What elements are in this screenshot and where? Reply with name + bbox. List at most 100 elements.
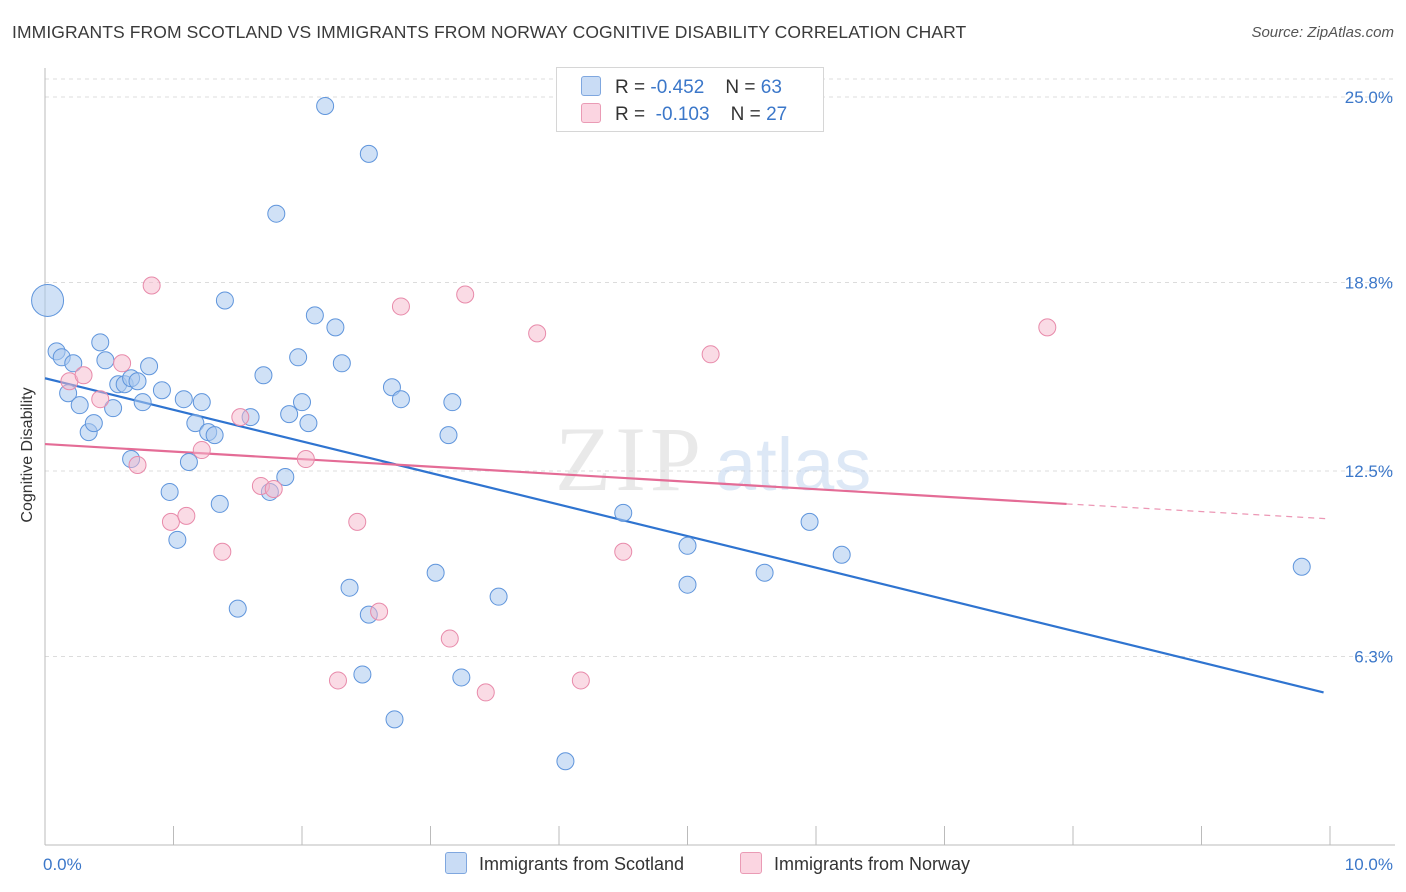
r-value-scotland: -0.452 xyxy=(650,77,705,98)
scotland-point xyxy=(678,575,697,594)
scotland-point xyxy=(293,393,311,412)
scotland-point xyxy=(192,393,211,412)
norway-point xyxy=(348,512,367,531)
scotland-point xyxy=(31,283,65,317)
norway-point xyxy=(74,366,93,385)
scotland-point xyxy=(299,414,318,433)
y-tick-label: 25.0% xyxy=(1345,88,1393,107)
norway-point xyxy=(142,276,161,295)
x-tick-label: 10.0% xyxy=(1345,855,1393,874)
scotland-point xyxy=(489,587,508,606)
scotland-point xyxy=(316,96,335,115)
scotland-legend-label: Immigrants from Scotland xyxy=(479,854,685,874)
norway-point xyxy=(440,629,459,648)
scotland-point xyxy=(128,372,147,391)
y-tick-label: 18.8% xyxy=(1345,274,1393,293)
scotland-point xyxy=(340,578,359,597)
norway-point xyxy=(296,450,315,469)
scotland-point xyxy=(382,378,401,397)
scotland-point xyxy=(186,414,205,433)
r-label: R = xyxy=(615,77,646,98)
scotland-point xyxy=(678,536,697,555)
scotland-point xyxy=(326,318,345,337)
gridlines xyxy=(45,78,1395,658)
norway-point xyxy=(192,441,211,460)
scotland-point xyxy=(439,426,458,445)
norway-point xyxy=(1038,318,1057,337)
scotland-point xyxy=(84,414,103,433)
source-credit: Source: ZipAtlas.com xyxy=(1251,24,1394,41)
correlation-legend: R = -0.452 N = 63 R = -0.103 N = 27 xyxy=(556,67,824,132)
norway-point xyxy=(370,602,389,621)
norway-trend-extension xyxy=(1066,503,1331,520)
scotland-point xyxy=(91,333,110,352)
norway-point xyxy=(264,479,283,498)
norway-point xyxy=(231,408,250,427)
norway-point xyxy=(328,671,347,690)
n-label: N = xyxy=(725,77,756,98)
scotland-point xyxy=(140,357,159,376)
scotland-point xyxy=(305,306,324,325)
scotland-point xyxy=(174,390,193,409)
chart-title: IMMIGRANTS FROM SCOTLAND VS IMMIGRANTS F… xyxy=(12,22,967,42)
scotland-point xyxy=(152,381,171,400)
scotland-point xyxy=(64,354,83,373)
scotland-point xyxy=(160,482,179,501)
n-value-norway: 27 xyxy=(766,104,788,125)
scotland-point xyxy=(70,396,89,415)
scotland-point xyxy=(96,351,115,370)
watermark: ZIP atlas xyxy=(555,408,871,510)
scotland-point xyxy=(755,563,774,582)
scotland-point xyxy=(832,545,851,564)
norway-point xyxy=(113,354,132,373)
tick-labels: 6.3% 12.5% 18.8% 25.0% 0.0% 10.0% xyxy=(43,88,1393,874)
legend-row-scotland: R = -0.452 N = 63 xyxy=(581,76,782,99)
scotland-point xyxy=(359,144,378,163)
norway-point xyxy=(571,671,590,690)
y-tick-label: 12.5% xyxy=(1345,462,1393,481)
scotland-point xyxy=(289,348,308,367)
norway-point xyxy=(528,324,547,343)
norway-point xyxy=(701,345,720,364)
scotland-point xyxy=(133,393,152,412)
scotland-point xyxy=(426,563,445,582)
norway-point xyxy=(476,683,495,702)
norway-legend-swatch xyxy=(740,852,762,874)
scotland-point xyxy=(332,354,351,373)
scotland-point xyxy=(280,405,299,424)
scotland-point xyxy=(228,599,247,618)
y-tick-label: 6.3% xyxy=(1354,648,1393,667)
scotland-legend-swatch xyxy=(445,852,467,874)
norway-swatch xyxy=(581,103,601,123)
legend-row-norway: R = -0.103 N = 27 xyxy=(581,103,787,126)
scotland-point xyxy=(556,752,575,771)
scotland-point xyxy=(385,710,404,729)
watermark-atlas: atlas xyxy=(715,423,871,506)
n-value-scotland: 63 xyxy=(760,77,782,98)
scotland-point xyxy=(800,512,819,531)
norway-point xyxy=(213,542,232,561)
n-label: N = xyxy=(730,104,761,125)
scotland-point xyxy=(205,426,224,445)
r-label: R = xyxy=(615,104,646,125)
r-value-norway: -0.103 xyxy=(655,104,710,125)
scotland-point xyxy=(179,453,198,472)
bottom-legend-scotland: Immigrants from Scotland xyxy=(445,852,684,875)
scotland-point xyxy=(267,204,286,223)
axes xyxy=(44,68,1395,846)
norway-point xyxy=(456,285,475,304)
trend-lines xyxy=(44,377,1331,694)
scotland-point xyxy=(276,467,295,486)
watermark-zip: ZIP xyxy=(555,408,705,510)
norway-legend-label: Immigrants from Norway xyxy=(774,854,971,874)
norway-point xyxy=(391,297,410,316)
scotland-point xyxy=(210,494,229,513)
norway-trend-line xyxy=(44,442,1067,506)
scotland-point xyxy=(353,665,372,684)
scotland-point xyxy=(1292,557,1311,576)
scotland-trend-line xyxy=(44,377,1324,694)
norway-point xyxy=(128,456,147,475)
bottom-legend-norway: Immigrants from Norway xyxy=(740,852,970,875)
scotland-point xyxy=(452,668,471,687)
